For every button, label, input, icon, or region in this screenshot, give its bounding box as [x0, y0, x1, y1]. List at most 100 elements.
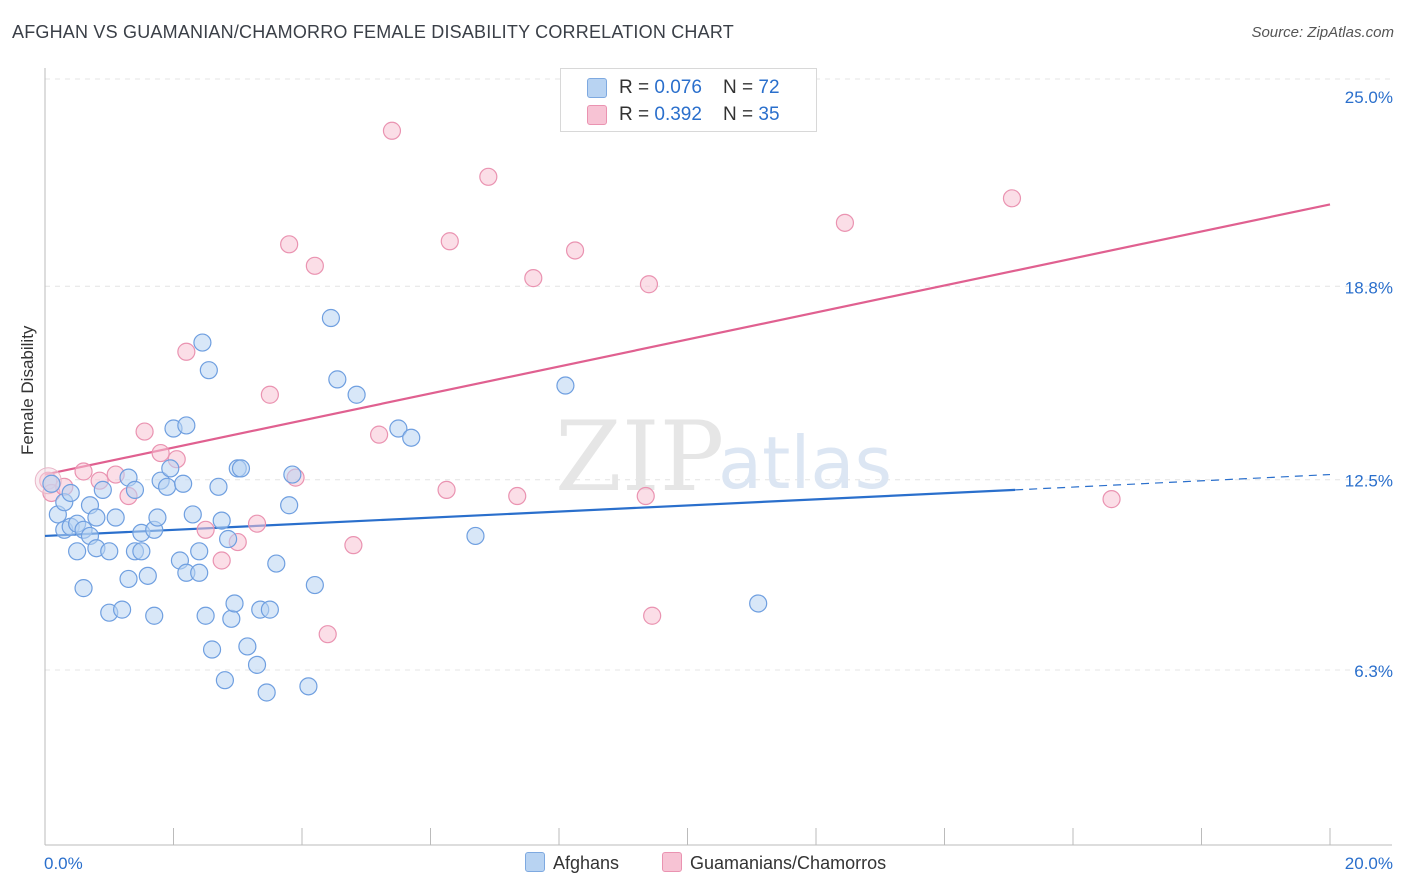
- guam-point: [565, 241, 585, 260]
- legend-r-value: 0.076: [654, 77, 702, 98]
- guam-points: [34, 121, 1121, 644]
- bottom-legend-afghans-label: Afghans: [553, 853, 620, 873]
- guam-point: [835, 213, 855, 232]
- afghans-point: [177, 416, 196, 435]
- guam-point: [639, 275, 659, 294]
- afghans-point: [267, 554, 286, 573]
- guam-point: [305, 256, 324, 275]
- afghans-point: [299, 677, 318, 696]
- afghans-point: [466, 526, 485, 546]
- watermark: ZIP atlas: [555, 401, 892, 513]
- guam-point: [524, 269, 543, 288]
- afghans-point: [42, 474, 61, 493]
- axes: [44, 68, 1392, 846]
- guam-point: [177, 342, 196, 361]
- y-tick-labels: 6.3% 12.5% 18.8% 25.0%: [1345, 88, 1393, 681]
- afghans-point: [219, 529, 238, 549]
- y-tick-label: 18.8%: [1345, 278, 1393, 297]
- guam-point: [440, 232, 459, 251]
- afghans-point: [402, 428, 421, 447]
- guam-point: [260, 385, 279, 404]
- afghans-point: [74, 579, 93, 598]
- afghans-point: [148, 508, 167, 527]
- afghans-point: [87, 508, 106, 527]
- afghans-point: [202, 640, 222, 659]
- afghans-point: [283, 465, 302, 484]
- guam-point: [212, 551, 231, 570]
- afghans-point: [132, 542, 151, 561]
- afghans-point: [222, 609, 241, 628]
- afghans-swatch: [525, 852, 545, 872]
- x-tick-label: 0.0%: [44, 854, 83, 873]
- afghans-point: [257, 683, 276, 702]
- afghans-point: [196, 606, 215, 625]
- guam-point: [636, 486, 655, 506]
- afghans-point: [199, 361, 218, 380]
- afghans-point: [125, 480, 145, 499]
- legend: R = 0.076 N = 72 R = 0.392 N = 35: [560, 68, 817, 132]
- guam-point: [151, 443, 170, 463]
- guam-point: [370, 425, 389, 444]
- afghans-point: [749, 594, 768, 613]
- afghans-point: [280, 496, 299, 515]
- afghans-point: [183, 505, 202, 524]
- afghans-point: [225, 594, 244, 613]
- y-tick-label: 12.5%: [1345, 472, 1393, 491]
- afghans-point: [100, 542, 119, 561]
- afghans-point: [61, 483, 80, 503]
- watermark-atlas: atlas: [718, 421, 892, 505]
- guam-point: [382, 121, 402, 140]
- legend-n-value: 35: [758, 104, 780, 125]
- afghans-point: [190, 542, 209, 561]
- afghans-point: [238, 637, 257, 656]
- afghans-points: [42, 308, 768, 702]
- afghans-point: [174, 474, 193, 493]
- afghans-swatch: [587, 78, 607, 98]
- guam-point: [437, 480, 456, 499]
- afghans-point: [231, 459, 251, 478]
- afghans-point: [247, 655, 267, 674]
- guam-point: [643, 606, 662, 625]
- legend-n-label: N =: [723, 104, 759, 125]
- afghans-point: [112, 600, 132, 619]
- bottom-legend-afghans: Afghans: [525, 852, 619, 874]
- chart-title: AFGHAN VS GUAMANIAN/CHAMORRO FEMALE DISA…: [12, 22, 734, 42]
- bottom-legend-guam-label: Guamanians/Chamorros: [690, 853, 887, 873]
- guam-point: [1002, 189, 1022, 208]
- afghans-point: [145, 606, 164, 625]
- afghans-point: [209, 477, 228, 496]
- bottom-legend-guam: Guamanians/Chamorros: [662, 852, 886, 874]
- y-tick-label: 25.0%: [1345, 88, 1393, 107]
- afghans-point: [389, 419, 408, 438]
- guam-point: [344, 536, 363, 555]
- source-label: Source: ZipAtlas.com: [1251, 24, 1394, 41]
- guam-point: [1102, 490, 1121, 509]
- afghans-point: [556, 376, 575, 395]
- afghans-point: [93, 480, 112, 499]
- afghans-point: [305, 575, 324, 595]
- guam-swatch: [587, 105, 607, 125]
- guam-trendline-solid: [44, 203, 1331, 476]
- legend-r-value: 0.392: [654, 104, 702, 125]
- afghans-point: [190, 563, 209, 582]
- afghans-point: [157, 477, 177, 496]
- gridlines: [45, 78, 1392, 671]
- afghans-point: [321, 308, 341, 328]
- afghans-point: [260, 600, 279, 619]
- afghans-trendline-dashed: [1015, 473, 1331, 491]
- guam-trendline: [44, 203, 1331, 476]
- afghans-point: [212, 511, 231, 530]
- afghans-point: [193, 333, 212, 352]
- afghans-point: [106, 508, 125, 527]
- afghans-point: [215, 671, 234, 690]
- legend-n-value: 72: [758, 77, 780, 98]
- y-tick-label: 6.3%: [1354, 662, 1393, 681]
- x-tick-labels: 0.0% 20.0%: [44, 854, 1393, 873]
- guam-point: [135, 422, 154, 441]
- guam-point: [508, 486, 527, 506]
- guam-swatch: [662, 852, 682, 872]
- guam-point: [318, 625, 337, 644]
- afghans-point: [119, 569, 138, 589]
- guam-point: [196, 520, 215, 539]
